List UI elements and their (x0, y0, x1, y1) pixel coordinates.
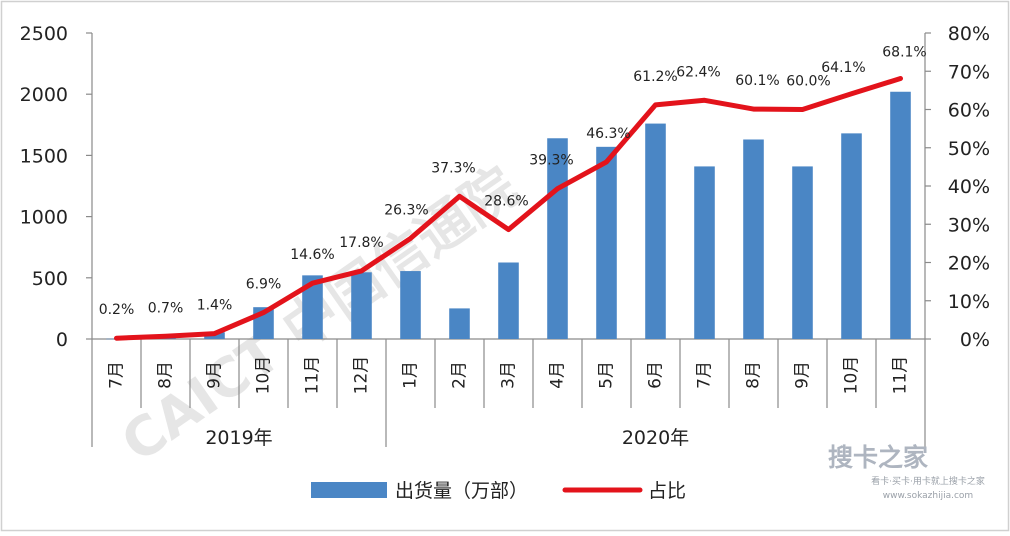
data-label: 6.9% (246, 277, 282, 293)
legend-bar-swatch (311, 482, 387, 498)
data-label: 46.3% (586, 126, 630, 142)
line-point (457, 194, 462, 199)
x-tick-label: 10月 (842, 356, 862, 395)
year-group-label: 2019年 (205, 427, 272, 449)
bar (302, 275, 323, 339)
line-point (310, 280, 315, 286)
y-right-tick-label: 60% (948, 100, 990, 122)
data-label: 28.6% (484, 194, 528, 210)
y-left-tick-label: 500 (32, 268, 68, 290)
x-tick-label: 8月 (744, 361, 764, 389)
x-tick-label: 2月 (450, 361, 470, 389)
data-label: 60.1% (735, 73, 779, 89)
data-label: 0.2% (99, 302, 135, 318)
y-right-tick-label: 20% (948, 253, 990, 275)
line-point (359, 268, 364, 274)
legend-line-label: 占比 (648, 480, 686, 502)
x-tick-label: 4月 (548, 361, 568, 389)
data-label: 39.3% (529, 153, 573, 169)
y-left-tick-label: 2000 (20, 84, 68, 106)
line-point (653, 102, 658, 108)
x-tick-label: 7月 (695, 361, 715, 389)
logo-title: 搜卡之家 (828, 443, 928, 472)
y-right-tick-label: 70% (948, 61, 990, 83)
line-point (261, 310, 266, 315)
bar (449, 308, 470, 339)
y-left-tick-label: 2500 (20, 23, 68, 45)
y-right-tick-label: 80% (948, 23, 990, 45)
legend-item-line[interactable]: 占比 (562, 480, 686, 502)
bar (645, 123, 666, 340)
bar (890, 91, 911, 339)
line-point (506, 227, 511, 232)
line-point (604, 159, 609, 165)
site-logo: 搜卡之家 看卡·买卡·用卡就上搜卡之家 www.sokazhijia.com (828, 443, 985, 501)
x-tick-label: 11月 (891, 356, 911, 395)
x-tick-label: 9月 (205, 361, 225, 389)
data-label: 14.6% (290, 247, 334, 263)
x-tick-label: 8月 (156, 361, 176, 389)
x-tick-label: 6月 (646, 361, 666, 389)
bar (498, 262, 519, 339)
line-point (212, 331, 217, 336)
y-right-tick-label: 0% (960, 329, 990, 351)
data-label: 17.8% (339, 235, 383, 251)
x-tick-label: 12月 (352, 356, 372, 395)
y-left-tick-label: 1500 (20, 145, 68, 167)
y-right-tick-label: 40% (948, 176, 990, 198)
x-tick-label: 9月 (793, 361, 813, 389)
x-tick-label: 7月 (107, 361, 127, 389)
bar (792, 166, 813, 339)
y-left-tick-label: 1000 (20, 207, 68, 229)
x-tick-label: 3月 (499, 361, 519, 389)
y-left-tick-label: 0 (56, 329, 68, 351)
data-label: 60.0% (786, 74, 830, 90)
line-point (702, 98, 707, 103)
legend-item-bar[interactable]: 出货量（万部） (311, 480, 528, 502)
x-tick-label: 5月 (597, 361, 617, 389)
y-right-tick-label: 10% (948, 291, 990, 313)
plot-area: 0 500 1000 1500 2000 2500 0% 10% 20% 30% 40% 50% 60%… (20, 23, 990, 449)
data-label: 1.4% (197, 298, 233, 314)
line-point (408, 236, 413, 241)
data-label: 0.7% (148, 300, 184, 316)
legend: 出货量（万部） 占比 (311, 480, 686, 502)
bar (596, 146, 617, 339)
y-right-tick-label: 50% (948, 138, 990, 160)
data-label: 61.2% (633, 69, 677, 85)
x-tick-label: 10月 (254, 356, 274, 395)
line-point (898, 76, 903, 81)
logo-subtitle: 看卡·买卡·用卡就上搜卡之家 (871, 475, 985, 487)
data-label: 26.3% (384, 202, 428, 218)
bar (400, 271, 421, 339)
data-label: 64.1% (821, 60, 865, 76)
x-tick-label: 11月 (303, 356, 323, 395)
logo-url: www.sokazhijia.com (883, 491, 973, 501)
data-label: 62.4% (676, 64, 720, 80)
bar (841, 133, 862, 339)
line-point (555, 186, 560, 191)
line-point (849, 91, 854, 97)
line-point (114, 336, 119, 341)
bar (694, 166, 715, 339)
x-tick-label: 1月 (401, 361, 421, 389)
data-label: 68.1% (882, 45, 926, 61)
line-point (800, 107, 805, 112)
bar (351, 272, 372, 339)
data-label: 37.3% (431, 160, 475, 176)
line-point (163, 334, 168, 339)
y-right-tick-label: 30% (948, 214, 990, 236)
line-point (751, 106, 756, 112)
legend-bar-label: 出货量（万部） (395, 480, 528, 502)
bar (743, 139, 764, 339)
year-group-label: 2020年 (622, 427, 689, 449)
